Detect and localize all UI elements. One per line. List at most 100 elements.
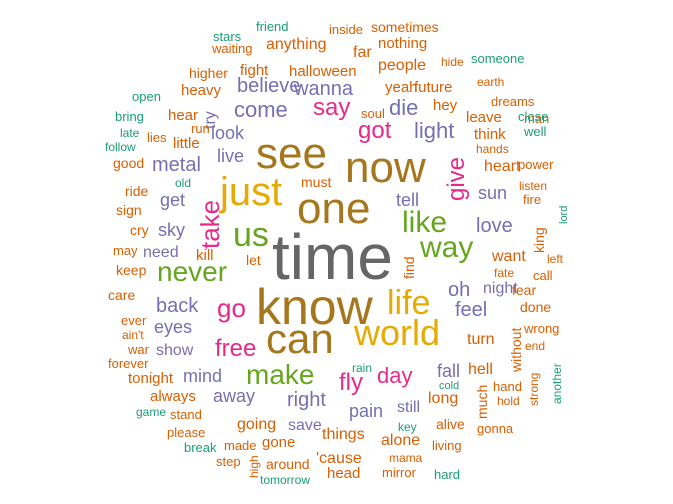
word-hold: hold [497, 394, 520, 408]
word-hands: hands [476, 142, 509, 156]
word-never: never [157, 256, 228, 287]
word-give: give [443, 156, 470, 201]
word-see: see [256, 129, 327, 178]
word-go: go [217, 293, 246, 323]
word-power: power [518, 157, 554, 172]
word-far: far [353, 44, 372, 61]
word-pain: pain [349, 401, 384, 421]
word-left: left [547, 252, 564, 266]
word-believe: believe [237, 75, 301, 97]
word-late: late [120, 126, 140, 140]
word-much: much [474, 384, 490, 419]
word-now: now [345, 143, 426, 192]
word-life: life [387, 284, 431, 322]
word-time: time [272, 221, 393, 293]
word-got: got [358, 117, 392, 144]
word-close: close [518, 109, 549, 124]
word-gonna: gonna [477, 421, 514, 436]
word-things: things [322, 426, 365, 443]
word-dreams: dreams [491, 94, 535, 109]
word-hard: hard [434, 467, 461, 482]
word-wanna: wanna [294, 78, 353, 100]
word-care: care [108, 287, 136, 303]
word-sky: sky [158, 220, 185, 240]
word-old: old [175, 176, 192, 190]
word-fight: fight [240, 62, 269, 79]
word-still: still [397, 399, 421, 416]
word-live: live [217, 146, 245, 166]
word-living: living [432, 438, 462, 453]
word-save: save [288, 417, 322, 434]
word-ride: ride [125, 183, 149, 199]
word-lies: lies [147, 130, 167, 145]
word-lord: lord [558, 205, 570, 225]
word-ain-t: ain't [122, 328, 144, 342]
word-hey: hey [433, 97, 458, 114]
word-look: look [211, 123, 245, 143]
word-head: head [327, 465, 361, 482]
word-make: make [246, 359, 315, 390]
word-friend: friend [256, 19, 289, 34]
word-cold: cold [439, 380, 460, 392]
word-light: light [414, 118, 455, 143]
word-higher: higher [189, 65, 228, 81]
word-take: take [195, 200, 225, 250]
word-waiting: waiting [212, 41, 253, 56]
word-think: think [474, 126, 506, 143]
word-inside: inside [329, 22, 363, 37]
word-oh: oh [448, 279, 471, 301]
word-tell: tell [396, 190, 420, 210]
word-tonight: tonight [128, 370, 174, 387]
word-day: day [377, 363, 413, 388]
word-may: may [113, 243, 138, 258]
word-hell: hell [468, 361, 493, 378]
word-sometimes: sometimes [371, 19, 439, 35]
word-just: just [220, 170, 283, 214]
word-right: right [287, 389, 326, 411]
word-away: away [213, 386, 256, 406]
word-know: know [256, 279, 373, 335]
word-find: find [401, 256, 417, 279]
word-break: break [184, 440, 217, 455]
word-cry: cry [130, 222, 149, 238]
word-hide: hide [441, 55, 464, 69]
word-get: get [160, 190, 186, 210]
word-sign: sign [116, 202, 142, 218]
word-key: key [398, 420, 417, 434]
word-show: show [156, 342, 194, 359]
word-bring: bring [115, 109, 144, 124]
word-rain: rain [352, 361, 373, 375]
word-soul: soul [361, 106, 385, 121]
word-fate: fate [494, 266, 515, 280]
word-heart: heart [484, 158, 521, 175]
word-around: around [266, 456, 310, 472]
word-must: must [301, 174, 332, 190]
word-turn: turn [467, 331, 495, 348]
word-kill: kill [196, 247, 214, 264]
word-tomorrow: tomorrow [260, 473, 311, 487]
word-say: say [313, 94, 351, 121]
word-like: like [402, 206, 448, 239]
word-forever: forever [108, 356, 149, 371]
word-nothing: nothing [378, 35, 428, 52]
word-follow: follow [105, 140, 136, 154]
word-hand: hand [493, 379, 522, 394]
word-future: future [414, 79, 453, 96]
word-one: one [297, 184, 371, 233]
word-run: run [191, 121, 210, 136]
word-metal: metal [152, 154, 201, 176]
word-alive: alive [436, 416, 465, 432]
word-stand: stand [170, 407, 202, 422]
word-listen: listen [519, 179, 548, 193]
word-hear: hear [168, 107, 199, 124]
word-want: want [492, 248, 526, 265]
word-sun: sun [478, 183, 508, 203]
word-need: need [143, 244, 179, 261]
word-strong: strong [527, 372, 541, 406]
word-world: world [354, 312, 441, 353]
word-someone: someone [471, 51, 525, 66]
word-another: another [550, 363, 564, 405]
word-fire: fire [523, 192, 542, 207]
word-anything: anything [266, 36, 327, 53]
word-ever: ever [121, 313, 147, 328]
